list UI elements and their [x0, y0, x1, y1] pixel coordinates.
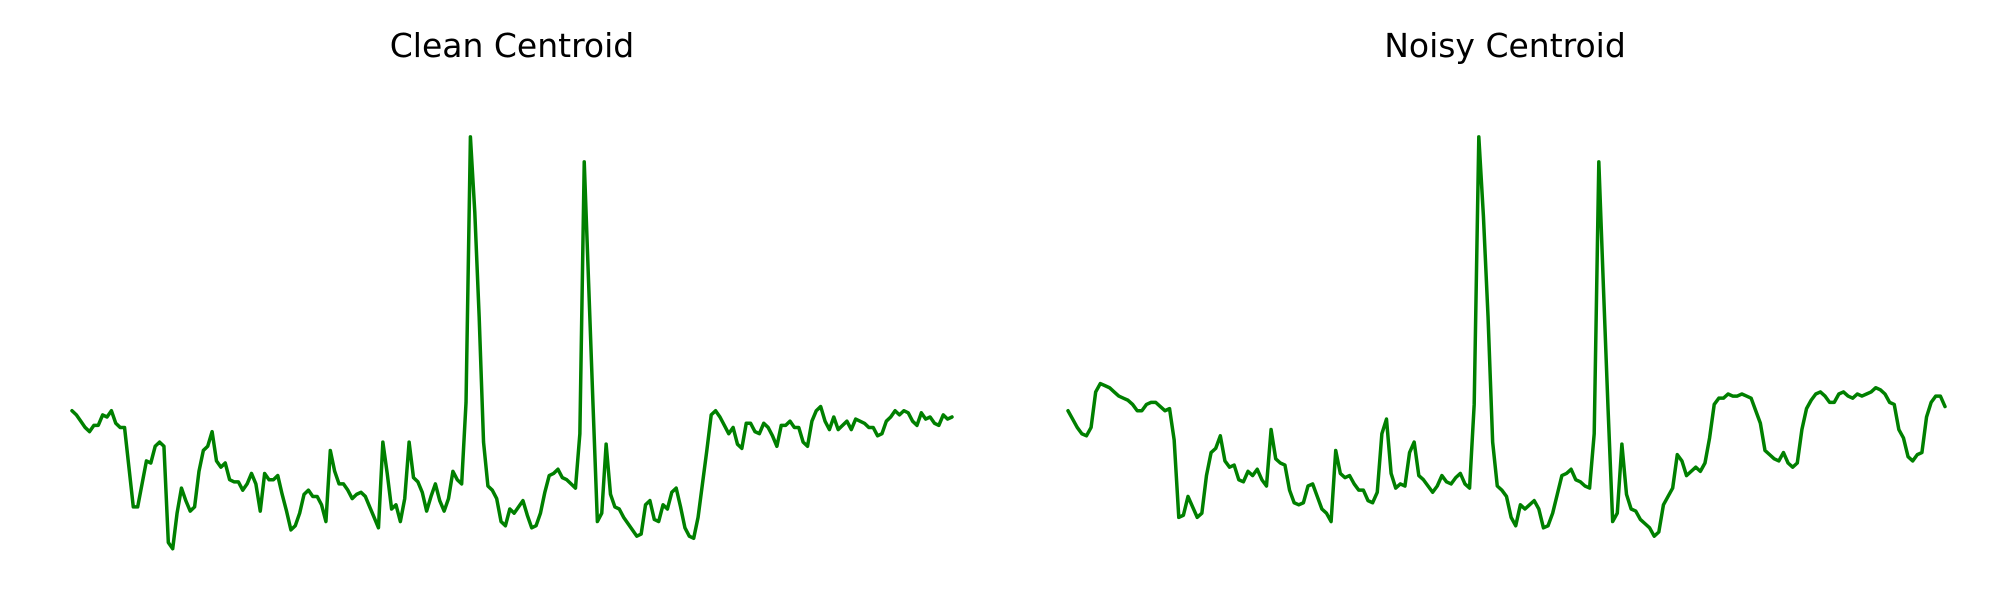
chart-panel-clean-centroid: Clean Centroid	[70, 26, 954, 551]
series-line-noisy-centroid	[1066, 135, 1947, 538]
chart-title-clean-centroid: Clean Centroid	[390, 26, 635, 65]
series-line-clean-centroid	[70, 135, 954, 551]
chart-panel-noisy-centroid: Noisy Centroid	[1066, 26, 1947, 538]
chart-title-noisy-centroid: Noisy Centroid	[1384, 26, 1626, 65]
